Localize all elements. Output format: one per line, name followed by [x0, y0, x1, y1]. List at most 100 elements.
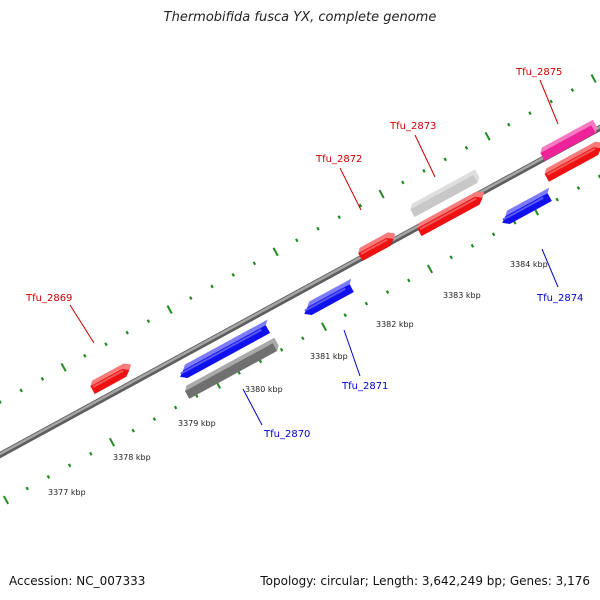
leader-tfu-2872 — [339, 167, 362, 211]
cds-arrow-tfu-2872-shine — [360, 238, 388, 255]
minor-tick — [89, 451, 93, 456]
minor-tick — [83, 353, 87, 358]
gene-feature-bar-top-face — [184, 337, 279, 391]
gene-label-tfu-2874[interactable]: Tfu_2874 — [536, 293, 583, 304]
gene-feature-bar-body — [540, 125, 596, 161]
outer-tick-track — [0, 74, 597, 404]
cds-arrow-tfu-2871-shine — [304, 287, 346, 312]
cds-arrow-tfu-2869[interactable] — [88, 361, 135, 395]
cds-arrow-tfu-2873-top-face — [417, 191, 485, 229]
minor-tick — [449, 255, 453, 260]
minor-tick — [549, 99, 553, 104]
label-leaders — [69, 79, 559, 426]
minor-tick — [507, 122, 511, 127]
cds-arrow-tfu-2872[interactable] — [356, 230, 399, 262]
scale-tick-label: 3384 kbp — [510, 260, 548, 269]
cds-arrow-tfu-2874-body — [502, 193, 552, 225]
major-tick — [60, 362, 67, 372]
cds-arrow-tfu-2873[interactable] — [415, 188, 488, 237]
gene-label-tfu-2873[interactable]: Tfu_2873 — [389, 121, 436, 132]
cds-arrow-tfu-2871[interactable] — [300, 278, 357, 318]
major-tick — [484, 131, 491, 141]
scale-tick-label: 3380 kbp — [245, 385, 283, 394]
cds-arrow-tfu-2874[interactable] — [498, 187, 555, 227]
cds-arrow-tfu-2873-body — [417, 196, 483, 237]
gene-label-tfu-2872[interactable]: Tfu_2872 — [315, 154, 362, 165]
minor-tick — [358, 203, 363, 208]
cds-arrow-tfu-2870[interactable] — [176, 319, 274, 381]
major-tick — [426, 264, 434, 274]
scale-tick-label: 3377 kbp — [48, 488, 86, 497]
scale-tick-label: 3379 kbp — [178, 419, 216, 428]
cds-arrow-tfu-2874-shine — [502, 196, 544, 221]
minor-tick — [40, 376, 45, 381]
backbone-highlight — [0, 125, 600, 456]
major-tick — [378, 189, 385, 199]
major-tick — [590, 74, 597, 83]
scale-tick-label: 3381 kbp — [310, 352, 348, 361]
minor-tick — [19, 388, 23, 393]
inner-tick-track: 3377 kbp 3378 kbp 3379 kbp 3380 kbp 3381 kbp… — [2, 174, 600, 505]
cds-arrow-tfu-2875-body — [544, 147, 600, 182]
minor-tick — [364, 301, 369, 306]
cds-arrow-tfu-2872-top-face — [358, 232, 396, 254]
minor-tick — [189, 296, 193, 300]
gene-feature-bar[interactable] — [538, 119, 599, 161]
minor-tick — [555, 197, 559, 202]
cds-arrow-tfu-2869-body — [90, 368, 130, 395]
gene-feature-bar-body — [184, 343, 278, 399]
genome-backbone — [0, 124, 600, 459]
gene-labels: Tfu_2869 Tfu_2870 Tfu_2871 Tfu_2872 Tfu_2873… — [25, 67, 583, 440]
minor-tick — [258, 359, 263, 364]
leader-tfu-2870 — [242, 388, 263, 426]
major-tick — [2, 495, 10, 505]
cds-arrow-tfu-2870-top-face — [183, 319, 268, 371]
minor-tick — [125, 330, 129, 335]
minor-tick — [464, 145, 469, 150]
scale-tick-label: 3378 kbp — [113, 453, 151, 462]
gene-feature-bar-top-face — [410, 169, 480, 210]
minor-tick — [443, 157, 447, 162]
cds-arrow-tfu-2873-shine — [419, 197, 477, 230]
cds-arrow-tfu-2869-shine — [92, 369, 124, 388]
gene-label-tfu-2870[interactable]: Tfu_2870 — [263, 429, 310, 440]
leader-tfu-2874 — [541, 248, 559, 288]
minor-tick — [385, 290, 390, 294]
minor-tick — [104, 342, 108, 347]
minor-tick — [470, 243, 475, 248]
minor-tick — [195, 394, 199, 398]
gene-feature-bar[interactable] — [408, 169, 481, 218]
minor-tick — [576, 186, 581, 190]
gene-feature-bar[interactable] — [183, 337, 281, 399]
minor-tick — [279, 347, 284, 352]
gene-label-tfu-2871[interactable]: Tfu_2871 — [341, 381, 388, 392]
gene-feature-bar-top-face — [540, 119, 598, 153]
map-title: Thermobifida fusca YX, complete genome — [163, 10, 437, 25]
leader-tfu-2871 — [343, 329, 361, 377]
minor-tick — [237, 370, 241, 375]
minor-tick — [231, 272, 235, 277]
cds-arrow-tfu-2875-shine — [546, 147, 596, 176]
genome-summary-text: Topology: circular; Length: 3,642,249 bp… — [260, 574, 590, 588]
cds-arrow-tfu-2875-top-face — [544, 141, 600, 174]
minor-tick — [316, 226, 320, 231]
minor-tick — [252, 261, 257, 266]
minor-tick — [513, 220, 517, 225]
gene-label-tfu-2869[interactable]: Tfu_2869 — [25, 293, 72, 304]
leader-tfu-2869 — [69, 304, 95, 344]
cds-arrow-tfu-2875[interactable] — [543, 139, 600, 182]
minor-tick — [343, 313, 347, 318]
minor-tick — [0, 400, 2, 404]
accession-text: Accession: NC_007333 — [9, 574, 146, 588]
cds-arrow-tfu-2869-top-face — [90, 363, 132, 387]
feature-layer — [88, 119, 600, 399]
minor-tick — [301, 336, 305, 341]
scale-tick-label: 3382 kbp — [376, 320, 414, 329]
major-tick — [166, 305, 173, 314]
gene-feature-bar-body — [410, 174, 478, 218]
gene-label-tfu-2875[interactable]: Tfu_2875 — [515, 67, 562, 78]
major-tick — [320, 322, 328, 332]
minor-tick — [570, 88, 575, 92]
major-tick — [108, 437, 116, 447]
